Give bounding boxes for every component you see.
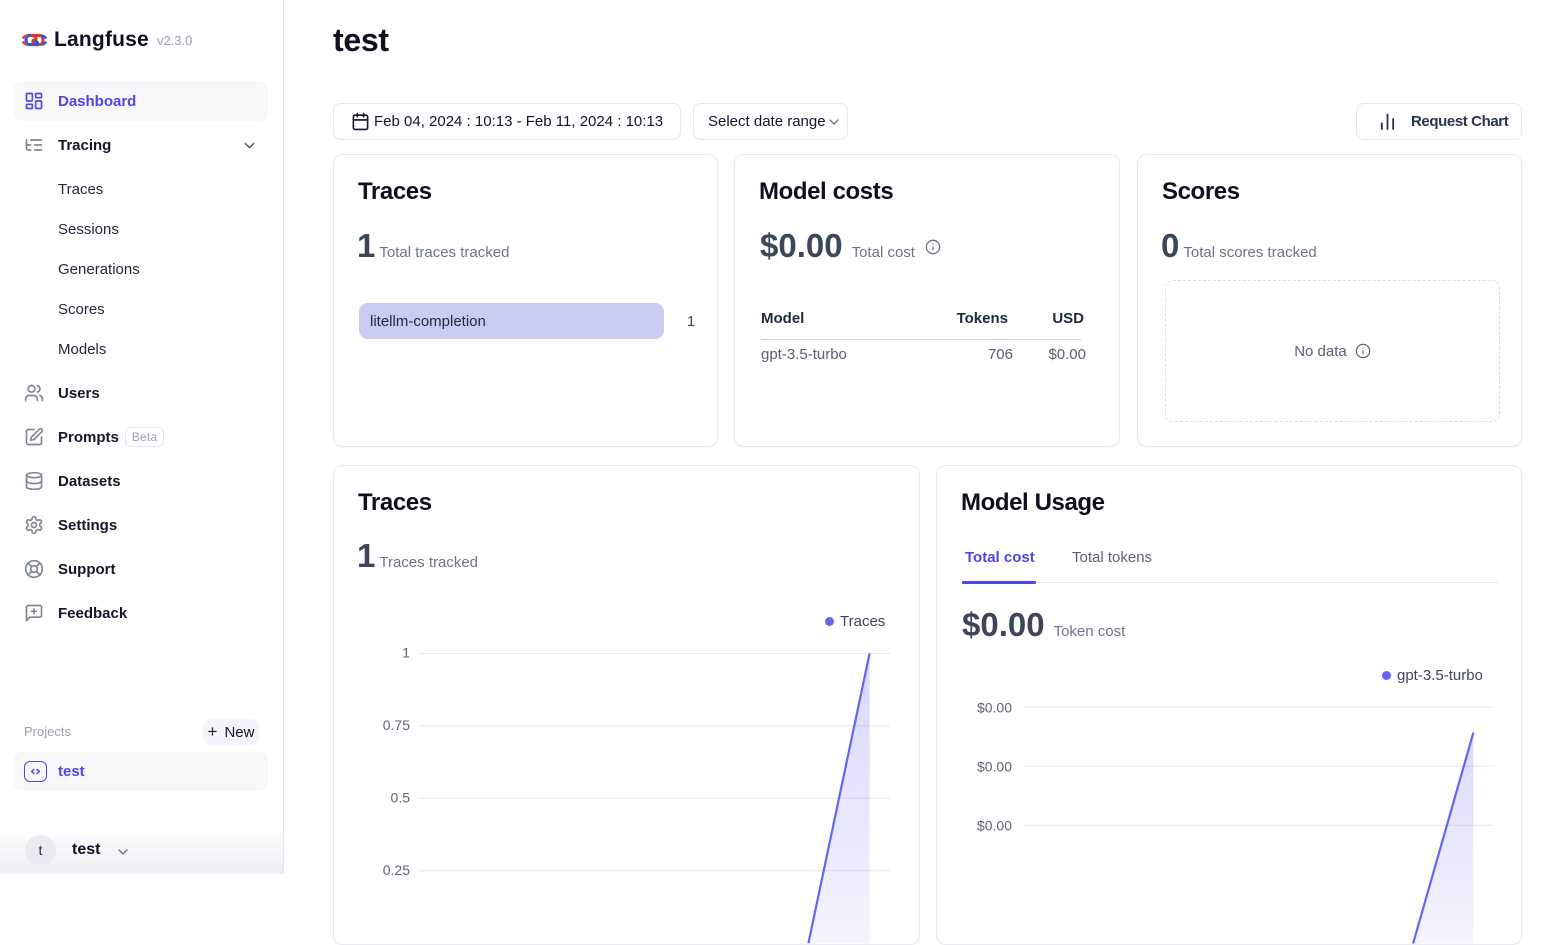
svg-text:0.5: 0.5 — [391, 790, 411, 806]
svg-text:0.75: 0.75 — [383, 717, 410, 733]
svg-text:0.25: 0.25 — [383, 862, 410, 878]
svg-text:$0.00: $0.00 — [977, 818, 1012, 834]
svg-text:$0.00: $0.00 — [977, 699, 1012, 715]
svg-text:1: 1 — [402, 645, 410, 661]
svg-text:$0.00: $0.00 — [977, 759, 1012, 775]
